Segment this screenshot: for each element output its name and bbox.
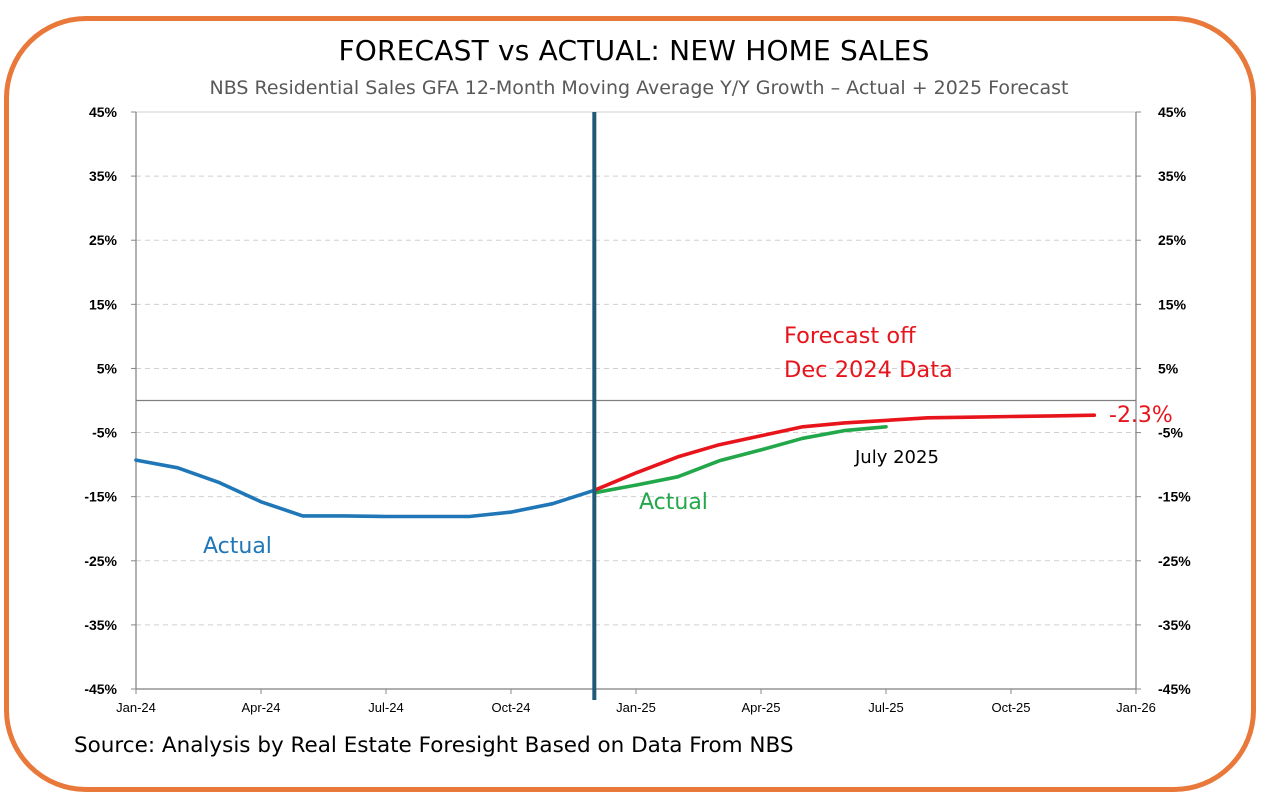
y-tick-label-right: -25% [1158, 553, 1191, 569]
series-line-actual-2024 [134, 458, 597, 519]
actual-2025-label: Actual [639, 490, 708, 515]
axes [131, 111, 1141, 694]
y-tick-label-right: -45% [1158, 681, 1191, 697]
series-group [134, 112, 1097, 700]
x-ticks: Jan-24 Apr-24 Jul-24 Oct-24 Jan-25 Apr-25 Jul-… [116, 700, 1156, 715]
y-tick-label-left: 45% [89, 104, 118, 120]
x-tick-label: Apr-25 [741, 700, 780, 715]
actual-2024-label: Actual [203, 534, 272, 559]
y-tick-label-left: -15% [84, 489, 117, 505]
y-tick-label-left: 35% [89, 168, 118, 184]
y-tick-label-right: 45% [1158, 104, 1187, 120]
gridlines [136, 111, 1136, 626]
x-tick-label: Jan-25 [616, 700, 656, 715]
chart-title: FORECAST vs ACTUAL: NEW HOME SALES [338, 34, 930, 67]
x-tick-label: Jan-26 [1116, 700, 1156, 715]
y-tick-label-left: 25% [89, 232, 118, 248]
chart-frame [4, 16, 1256, 792]
forecast-end-value-label: -2.3% [1109, 403, 1173, 428]
y-tick-label-left: 5% [97, 360, 118, 376]
y-ticks-left: 45% 35% 25% 15% 5% -5% -15% -25% -35% -45% [84, 104, 117, 697]
y-tick-label-left: -35% [84, 617, 117, 633]
x-tick-label: Jan-24 [116, 700, 156, 715]
y-tick-label-left: 15% [89, 296, 118, 312]
forecast-label-line1: Forecast off [784, 323, 916, 349]
y-tick-label-right: -35% [1158, 617, 1191, 633]
y-tick-label-right: 25% [1158, 232, 1187, 248]
forecast-label-line2: Dec 2024 Data [784, 357, 953, 383]
x-tick-label: Apr-24 [241, 700, 280, 715]
source-note: Source: Analysis by Real Estate Foresigh… [74, 733, 794, 758]
annotations: Actual Actual Forecast off Dec 2024 Data… [203, 323, 1173, 559]
chart-subtitle: NBS Residential Sales GFA 12-Month Movin… [209, 77, 1069, 99]
x-tick-label: Oct-24 [491, 700, 530, 715]
y-tick-label-right: 15% [1158, 296, 1187, 312]
y-tick-label-right: -5% [1158, 425, 1183, 441]
latest-actual-label: July 2025 [854, 447, 939, 468]
series-line-actual-2025 [592, 424, 888, 495]
y-tick-label-right: 35% [1158, 168, 1187, 184]
x-tick-label: Jul-25 [868, 700, 903, 715]
x-tick-label: Oct-25 [991, 700, 1030, 715]
y-tick-label-left: -25% [84, 553, 117, 569]
y-tick-label-left: -45% [84, 681, 117, 697]
x-tick-label: Jul-24 [368, 700, 403, 715]
y-ticks-right: 45% 35% 25% 15% 5% -5% -15% -25% -35% -45% [1158, 104, 1191, 697]
y-tick-label-right: 5% [1158, 360, 1179, 376]
series-line-forecast [592, 413, 1097, 493]
y-tick-label-right: -15% [1158, 489, 1191, 505]
y-tick-label-left: -5% [92, 425, 117, 441]
